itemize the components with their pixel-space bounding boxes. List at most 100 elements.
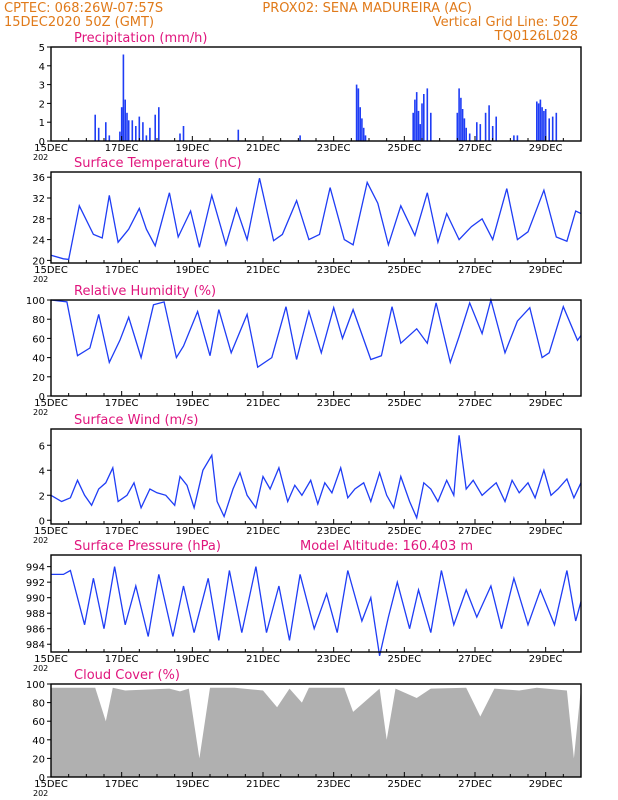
precip-bar xyxy=(548,118,550,141)
temperature-title: Surface Temperature (nC) xyxy=(74,156,242,171)
header-run-date: 15DEC2020 50Z (GMT) xyxy=(4,15,154,30)
y-tick-label: 4 xyxy=(39,466,45,477)
x-tick-label: 21DEC xyxy=(246,654,280,665)
x-tick-label: 23DEC xyxy=(317,779,351,790)
precip-bar xyxy=(539,99,542,141)
y-tick-label: 80 xyxy=(32,699,45,710)
x-tick-label: 15DEC xyxy=(34,398,68,409)
precip-bar xyxy=(479,124,482,141)
precip-bar xyxy=(495,116,497,141)
y-tick-label: 0 xyxy=(39,516,45,527)
precip-bar xyxy=(364,135,367,141)
precip-bar xyxy=(299,135,301,141)
precip-bar xyxy=(421,103,423,141)
precip-bar xyxy=(461,109,464,141)
precip-bar xyxy=(430,112,432,141)
y-tick-label: 3 xyxy=(39,81,45,92)
precip-bar xyxy=(357,88,360,141)
precip-bar xyxy=(463,118,466,141)
x-tick-label: 27DEC xyxy=(458,526,492,537)
precip-bar xyxy=(142,122,144,141)
x-year-fragment: 202 xyxy=(33,408,48,417)
y-tick-label: 20 xyxy=(32,256,45,267)
cloud-cover-title: Cloud Cover (%) xyxy=(74,668,180,683)
y-tick-label: 20 xyxy=(32,754,45,765)
precip-bar xyxy=(417,110,420,141)
humidity-title: Relative Humidity (%) xyxy=(74,284,216,299)
x-tick-label: 15DEC xyxy=(34,143,68,154)
wind-title: Surface Wind (m/s) xyxy=(74,413,198,428)
x-tick-label: 25DEC xyxy=(387,265,421,276)
x-tick-label: 21DEC xyxy=(246,398,280,409)
y-tick-label: 992 xyxy=(26,578,45,589)
precip-bar xyxy=(555,112,558,141)
precip-bar xyxy=(131,120,134,141)
y-tick-label: 24 xyxy=(32,236,45,247)
precip-bar xyxy=(355,84,358,141)
x-tick-label: 19DEC xyxy=(175,265,209,276)
y-tick-label: 0 xyxy=(39,773,45,784)
wind-panel: Surface Wind (m/s) 0 2 4 6 15DEC 17DEC 19DEC 21D… xyxy=(33,413,582,545)
wind-line xyxy=(50,435,582,520)
precip-bar xyxy=(476,122,478,141)
temperature-frame xyxy=(50,171,582,264)
precip-bar xyxy=(237,129,240,141)
header-grid-line: Vertical Grid Line: 50Z xyxy=(433,15,578,30)
y-tick-label: 5 xyxy=(39,43,45,54)
precip-bar xyxy=(415,92,418,141)
precip-bar xyxy=(412,112,414,141)
x-year-fragment: 202 xyxy=(33,536,48,545)
precip-bar xyxy=(135,126,137,141)
precip-bar xyxy=(119,131,121,141)
y-tick-label: 80 xyxy=(32,315,45,326)
precip-bar xyxy=(97,127,100,141)
x-tick-label: 19DEC xyxy=(175,526,209,537)
x-tick-label: 27DEC xyxy=(458,779,492,790)
x-tick-label: 19DEC xyxy=(175,654,209,665)
y-tick-label: 994 xyxy=(26,563,45,574)
precip-bar xyxy=(120,107,123,141)
precip-bar xyxy=(536,101,538,141)
x-tick-label: 23DEC xyxy=(317,265,351,276)
x-tick-label: 21DEC xyxy=(246,779,280,790)
y-tick-label: 0 xyxy=(39,392,45,403)
y-tick-label: 36 xyxy=(32,173,45,184)
x-tick-label: 21DEC xyxy=(246,526,280,537)
x-tick-label: 29DEC xyxy=(529,779,563,790)
precip-bar xyxy=(541,107,543,141)
y-tick-label: 60 xyxy=(32,717,45,728)
header-model: TQ0126L028 xyxy=(494,29,578,44)
x-year-fragment: 202 xyxy=(33,789,48,798)
x-tick-label: 17DEC xyxy=(105,143,139,154)
x-tick-label: 21DEC xyxy=(246,265,280,276)
x-tick-label: 17DEC xyxy=(105,779,139,790)
y-tick-label: 40 xyxy=(32,354,45,365)
pressure-annotation: Model Altitude: 160.403 m xyxy=(300,539,473,554)
temperature-panel: Surface Temperature (nC) 20 24 28 32 36 15DEC 1… xyxy=(32,156,582,284)
x-tick-label: 27DEC xyxy=(458,265,492,276)
x-tick-label: 15DEC xyxy=(34,265,68,276)
precip-bar xyxy=(182,126,185,141)
precip-bar xyxy=(484,112,487,141)
precip-bar xyxy=(543,110,545,141)
x-tick-label: 15DEC xyxy=(34,526,68,537)
precip-bar xyxy=(108,135,111,141)
header-coordinates: CPTEC: 068:26W-07:57S xyxy=(4,1,163,16)
x-tick-label: 17DEC xyxy=(105,654,139,665)
y-tick-label: 40 xyxy=(32,736,45,747)
x-tick-label: 25DEC xyxy=(387,143,421,154)
header-station: PROX02: SENA MADUREIRA (AC) xyxy=(262,1,472,16)
x-tick-label: 23DEC xyxy=(317,526,351,537)
y-tick-label: 4 xyxy=(39,62,45,73)
precip-bar xyxy=(179,133,181,141)
wind-frame xyxy=(50,428,582,525)
precip-bar xyxy=(154,114,156,141)
pressure-line xyxy=(51,566,582,657)
precipitation-title: Precipitation (mm/h) xyxy=(74,31,207,46)
precip-bar xyxy=(361,118,363,141)
precip-bar xyxy=(426,88,429,141)
precip-bar xyxy=(551,116,554,141)
precip-bar xyxy=(105,122,107,141)
y-tick-label: 32 xyxy=(32,194,45,205)
y-tick-label: 990 xyxy=(26,594,45,605)
